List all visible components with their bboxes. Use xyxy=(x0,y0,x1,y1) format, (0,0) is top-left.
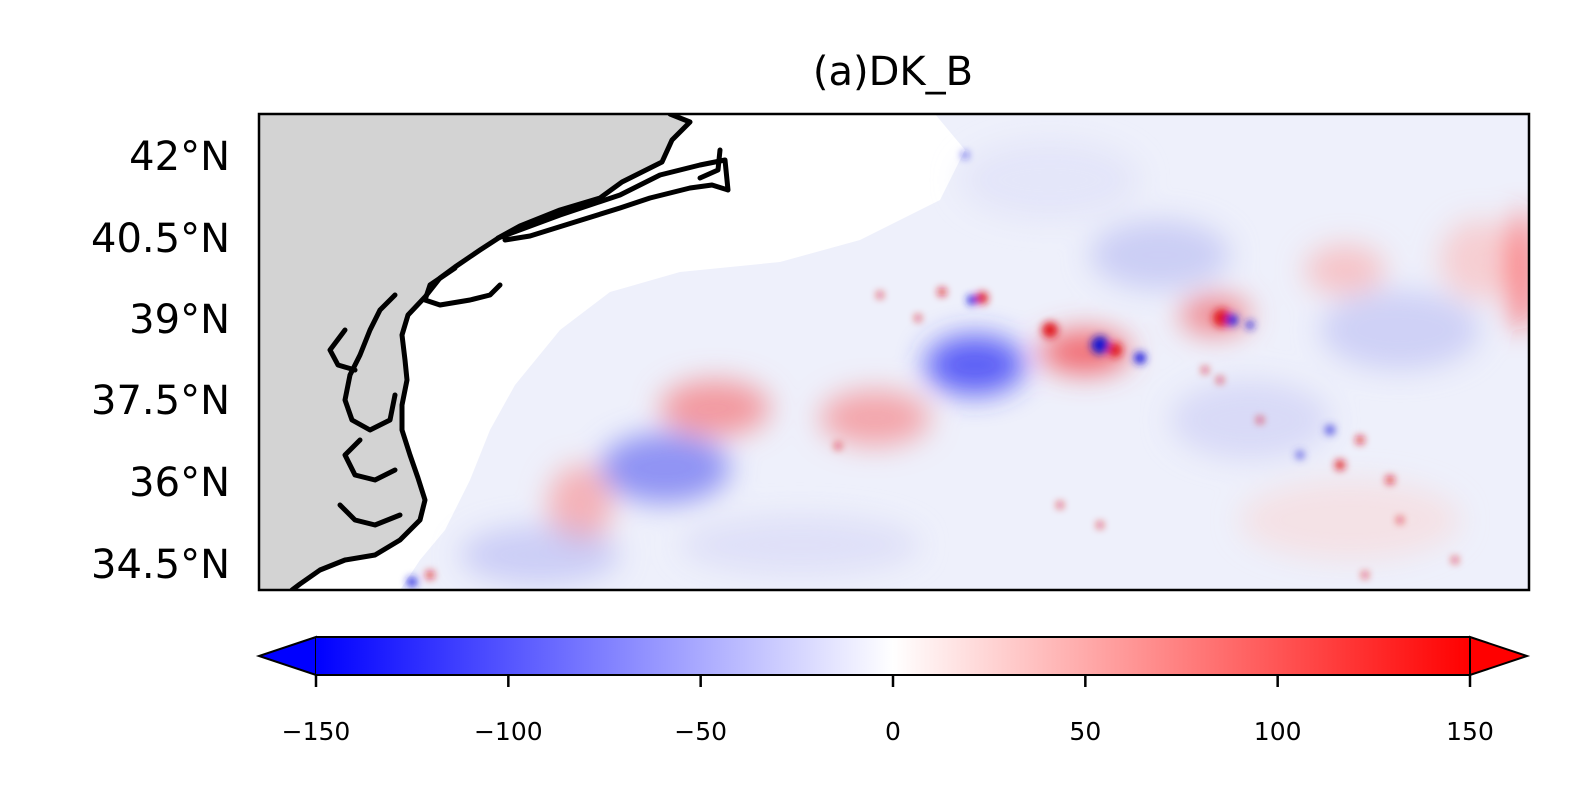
lat-label-34-5n: 34.5°N xyxy=(91,542,230,588)
map-frame xyxy=(257,112,1531,592)
lat-label-40-5n: 40.5°N xyxy=(91,216,230,262)
colorbar-tick-label: 0 xyxy=(885,717,901,746)
colorbar-tick-label: 50 xyxy=(1069,717,1101,746)
lat-label-39n: 39°N xyxy=(129,297,230,343)
colorbar: −150 −100 −50 0 50 100 150 xyxy=(255,635,1531,746)
lat-label-37-5n: 37.5°N xyxy=(91,378,230,424)
colorbar-tick-label: 150 xyxy=(1446,717,1494,746)
colorbar-tick-label: 100 xyxy=(1254,717,1302,746)
latitude-axis: 42°N 40.5°N 39°N 37.5°N 36°N 34.5°N xyxy=(91,134,230,588)
eddy-speckles xyxy=(407,152,1458,587)
map-panel xyxy=(257,112,1531,592)
colorbar-extend-max xyxy=(1469,635,1531,677)
map-title: (a)DK_B xyxy=(813,49,973,95)
coastline xyxy=(289,114,731,590)
colorbar-ticks: −150 −100 −50 0 50 100 150 xyxy=(282,675,1494,746)
land-area xyxy=(259,114,690,590)
lat-label-36n: 36°N xyxy=(129,460,230,506)
colorbar-tick-label: −50 xyxy=(674,717,727,746)
colorbar-gradient xyxy=(316,637,1470,675)
lat-label-42n: 42°N xyxy=(129,134,230,180)
colorbar-tick-label: −150 xyxy=(282,717,351,746)
anomaly-field xyxy=(460,140,1529,585)
colorbar-tick-label: −100 xyxy=(474,717,543,746)
colorbar-extend-min xyxy=(255,635,317,677)
